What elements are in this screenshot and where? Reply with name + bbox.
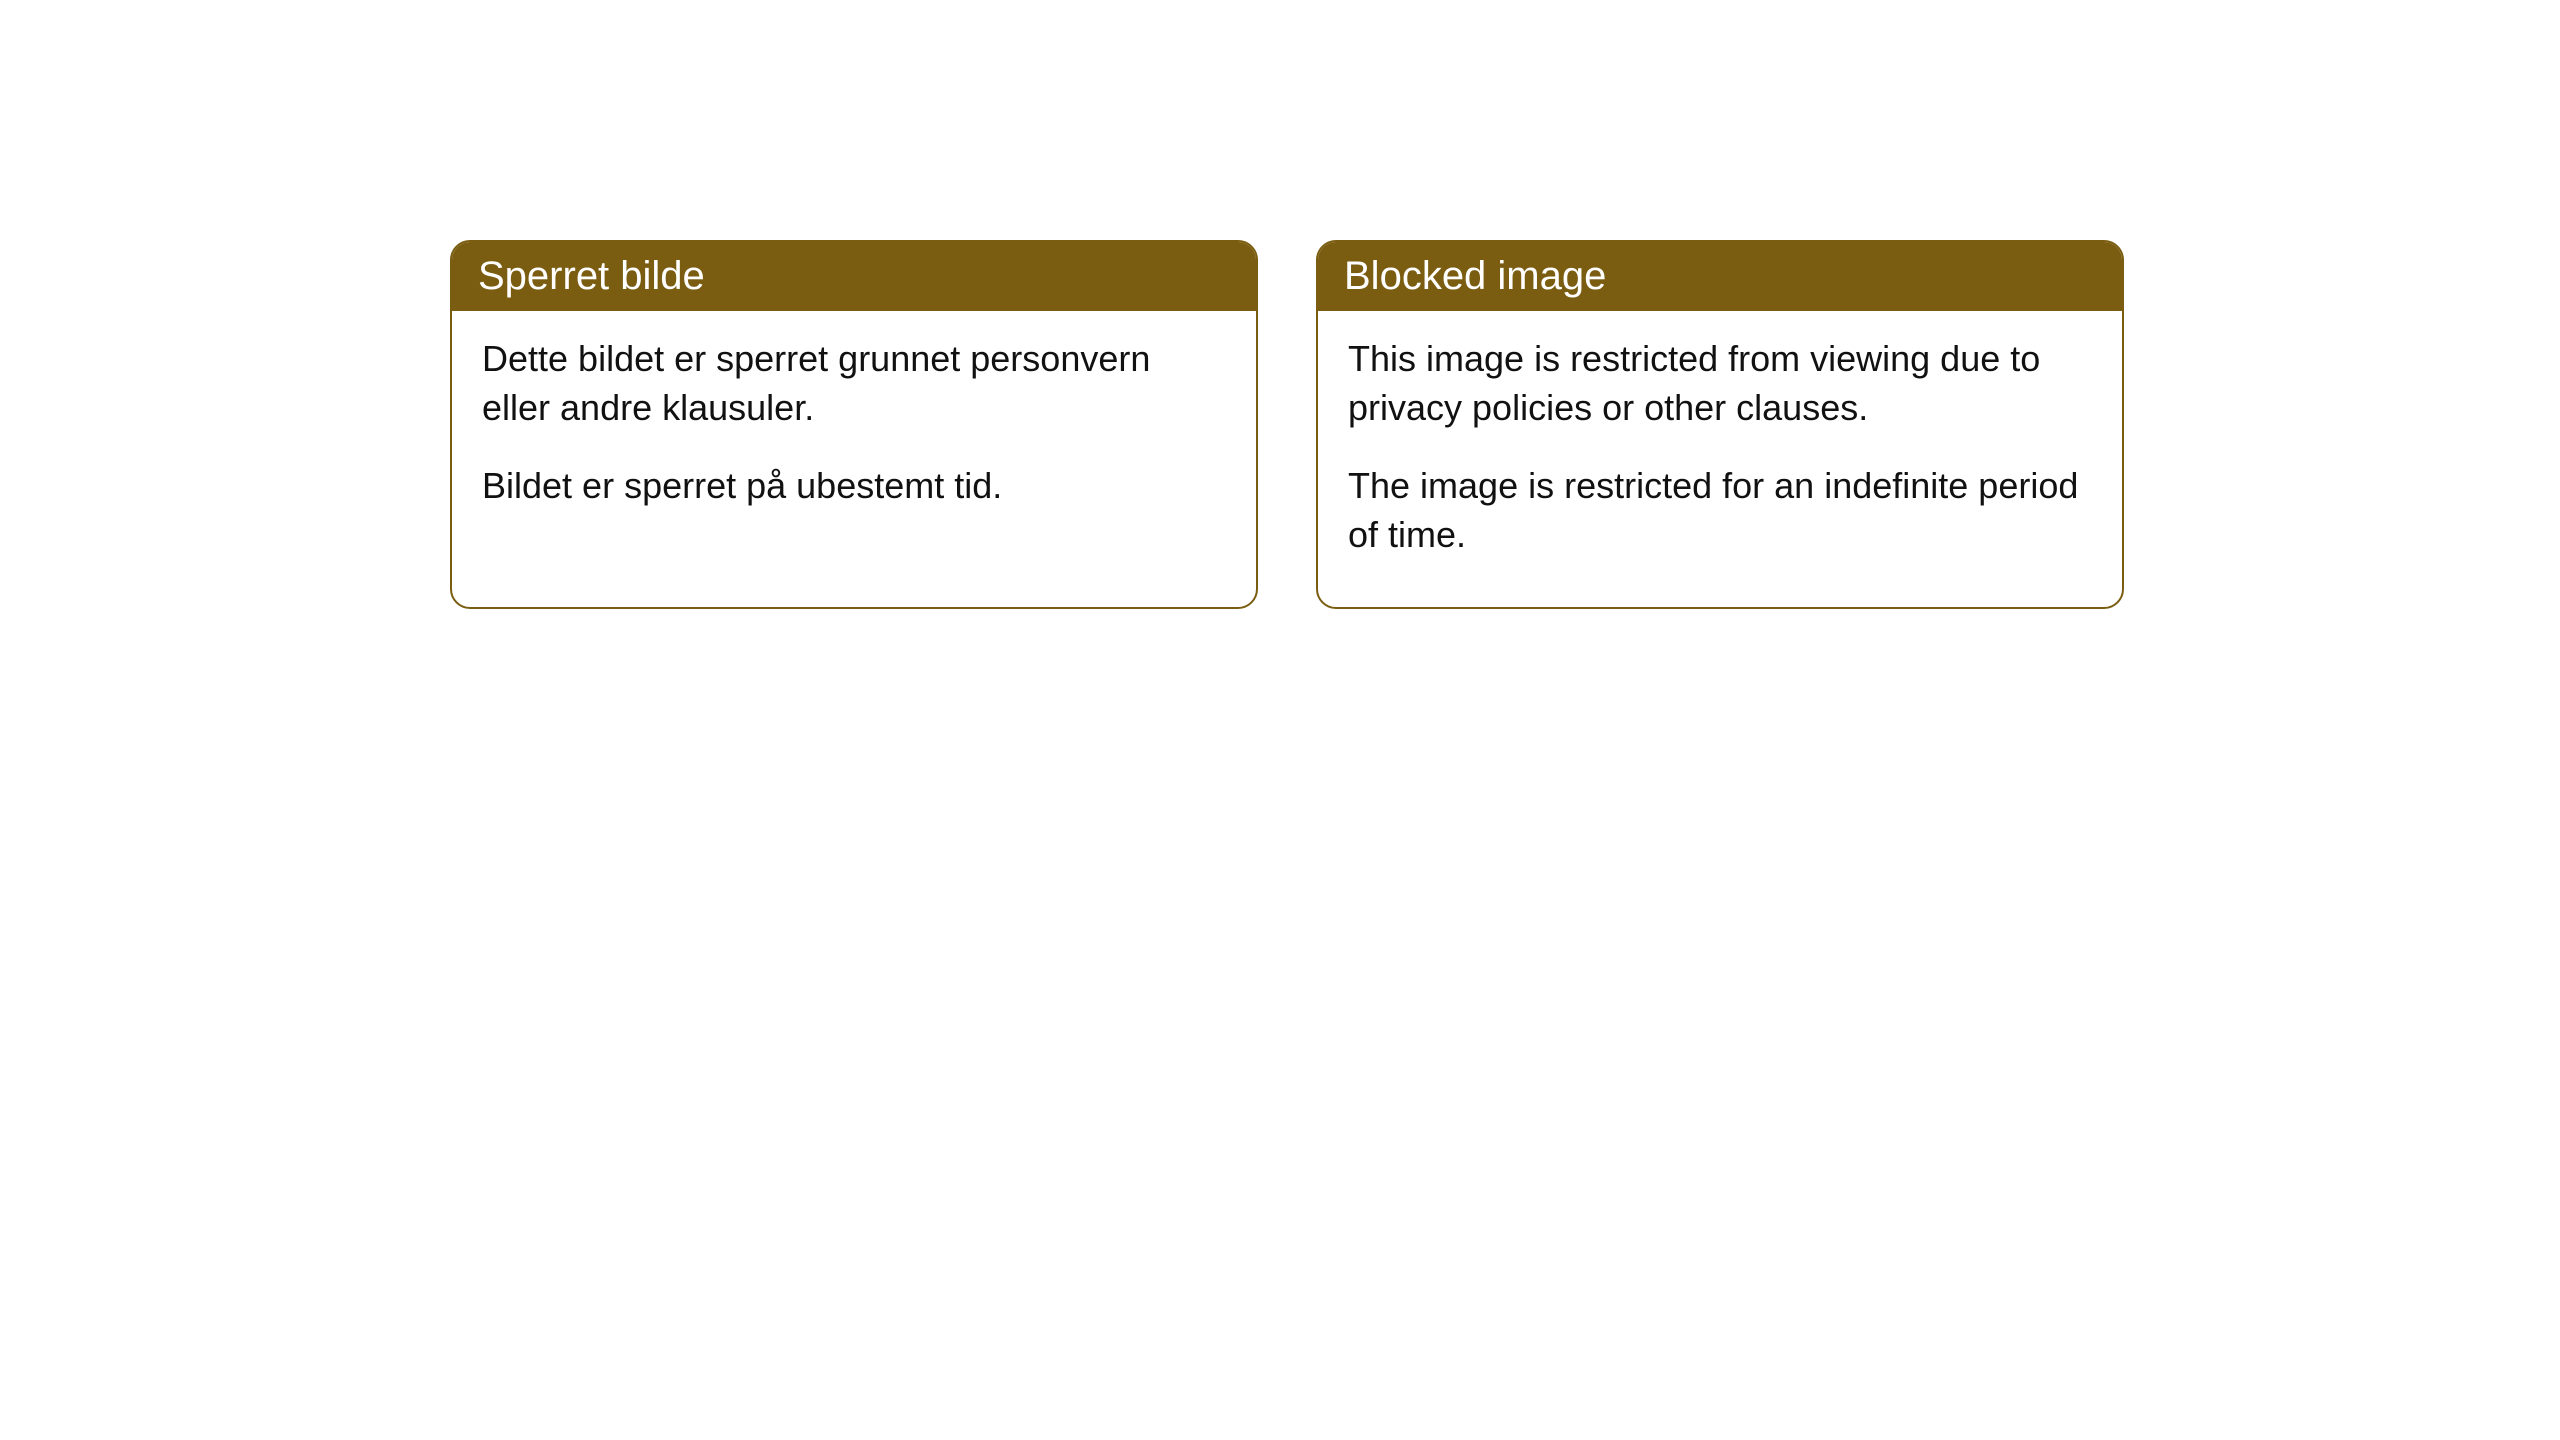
card-para1-no: Dette bildet er sperret grunnet personve… xyxy=(482,335,1226,432)
card-title-no: Sperret bilde xyxy=(478,254,705,298)
notice-cards-container: Sperret bilde Dette bildet er sperret gr… xyxy=(450,240,2560,609)
card-para2-no: Bildet er sperret på ubestemt tid. xyxy=(482,462,1226,511)
card-para1-en: This image is restricted from viewing du… xyxy=(1348,335,2092,432)
card-header-no: Sperret bilde xyxy=(452,242,1256,311)
card-body-no: Dette bildet er sperret grunnet personve… xyxy=(452,311,1256,559)
card-body-en: This image is restricted from viewing du… xyxy=(1318,311,2122,607)
card-header-en: Blocked image xyxy=(1318,242,2122,311)
blocked-image-card-no: Sperret bilde Dette bildet er sperret gr… xyxy=(450,240,1258,609)
card-para2-en: The image is restricted for an indefinit… xyxy=(1348,462,2092,559)
blocked-image-card-en: Blocked image This image is restricted f… xyxy=(1316,240,2124,609)
card-title-en: Blocked image xyxy=(1344,254,1606,298)
